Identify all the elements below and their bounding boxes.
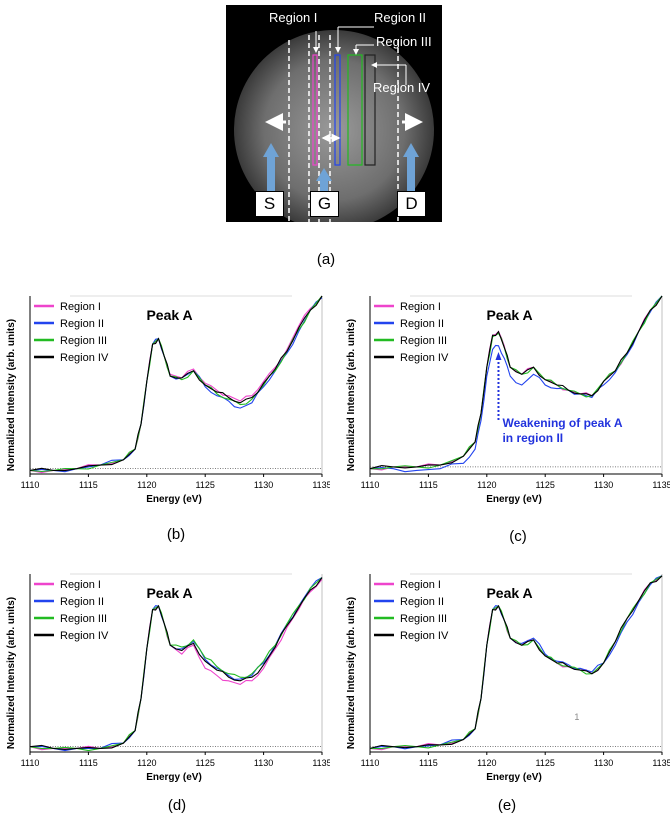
caption-c: (c) [509,528,527,545]
region-i-box [312,54,318,166]
microscopy-image-graphic [234,26,434,222]
caption-d: (d) [167,797,187,814]
x-tick-label: 1120 [137,758,156,768]
x-tick-label: 1130 [254,758,273,768]
spectrum-chart-e: 1110 1115 1120 1125 1130 1135 Energy (eV) Norma… [346,573,670,783]
blue-arrow-s-head [263,143,279,157]
x-tick-label: 1120 [477,758,496,768]
y-axis-label: Normalized Intensity (arb. units) [346,597,357,749]
x-tick-label: 1115 [79,480,98,490]
drain-label: D [397,191,426,217]
legend-label-1: Region I [60,301,101,313]
legend-label-4: Region IV [60,630,109,642]
caption-b: (b) [166,526,186,543]
peak-a-label: Peak A [486,585,532,601]
blue-arrow-g-head [316,168,332,181]
spectrum-chart-c: 1110 1115 1120 1125 1130 1135 Energy (eV) Norma… [346,295,670,505]
chart-panel-b: 1110 1115 1120 1125 1130 1135 Energy (eV) Norma… [0,282,332,514]
x-tick-label: 1120 [477,480,496,490]
x-tick-label: 1110 [21,480,40,490]
legend-label-3: Region III [60,335,107,347]
stray-text: 1 [574,712,579,722]
spectrum-chart-d: 1110 1115 1120 1125 1130 1135 Energy (eV) Norma… [6,573,332,783]
legend-label-1: Region I [60,579,101,591]
region-iv-box [364,54,376,166]
x-tick-label: 1120 [137,480,156,490]
series-line-2 [369,295,663,473]
region-iv-label: Region IV [373,80,431,95]
series-line-4 [369,295,663,470]
x-tick-label: 1115 [79,758,98,768]
blue-arrow-d-head [403,143,419,157]
series-line-4 [29,295,323,472]
x-axis-label: Energy (eV) [486,772,542,783]
blue-arrow-d [407,155,415,191]
x-tick-label: 1115 [419,480,438,490]
y-axis-label: Normalized Intensity (arb. units) [346,319,357,471]
x-tick-label: 1135 [312,758,330,768]
x-tick-label: 1115 [419,758,438,768]
chart-panel-e: 1110 1115 1120 1125 1130 1135 Energy (eV) Norma… [340,560,670,792]
weakening-label-line1: Weakening of peak A [502,416,622,430]
region-iii-label: Region III [376,34,432,49]
legend-label-4: Region IV [60,352,109,364]
legend-label-2: Region II [400,596,444,608]
x-tick-label: 1125 [536,758,555,768]
x-tick-label: 1125 [196,480,215,490]
x-tick-label: 1130 [254,480,273,490]
x-axis-label: Energy (eV) [146,772,202,783]
legend-label-2: Region II [60,318,104,330]
caption-e: (e) [497,797,517,814]
blue-arrow-g [320,179,328,193]
legend-label-2: Region II [400,318,444,330]
y-axis-label: Normalized Intensity (arb. units) [6,319,17,471]
x-tick-label: 1135 [312,480,330,490]
peak-a-label: Peak A [486,307,532,323]
sample-disk [234,30,434,222]
x-tick-label: 1135 [652,480,670,490]
weakening-arrow-head [495,352,502,360]
legend-label-3: Region III [400,613,447,625]
y-axis-label: Normalized Intensity (arb. units) [6,597,17,749]
x-tick-label: 1125 [536,480,555,490]
blue-arrow-s [267,155,275,191]
legend-label-3: Region III [60,613,107,625]
x-tick-label: 1125 [196,758,215,768]
region-ii-box [334,54,341,166]
x-tick-label: 1130 [594,758,613,768]
legend-label-2: Region II [60,596,104,608]
peak-a-label: Peak A [146,585,192,601]
legend-label-4: Region IV [400,630,449,642]
x-tick-label: 1130 [594,480,613,490]
caption-a: (a) [316,251,336,268]
x-axis-label: Energy (eV) [146,494,202,505]
series-line-4 [29,577,323,751]
legend-label-1: Region I [400,579,441,591]
legend-label-4: Region IV [400,352,449,364]
microscopy-image: Region I Region II Region III Region IV … [226,5,442,222]
region-i-label: Region I [269,10,318,25]
x-tick-label: 1110 [361,758,380,768]
x-tick-label: 1110 [361,480,380,490]
chart-panel-d: 1110 1115 1120 1125 1130 1135 Energy (eV) Norma… [0,560,332,792]
legend-label-3: Region III [400,335,447,347]
region-iii-box [347,54,363,166]
peak-a-label: Peak A [146,307,192,323]
spectrum-chart-b: 1110 1115 1120 1125 1130 1135 Energy (eV) Norma… [6,295,332,505]
region-ii-label: Region II [374,10,427,25]
x-tick-label: 1110 [21,758,40,768]
weakening-label-line2: in region II [502,431,563,445]
series-line-4 [369,575,663,749]
source-label: S [255,191,284,217]
x-axis-label: Energy (eV) [486,494,542,505]
x-tick-label: 1135 [652,758,670,768]
chart-panel-c: 1110 1115 1120 1125 1130 1135 Energy (eV) Norma… [340,282,670,514]
legend-label-1: Region I [400,301,441,313]
gate-label: G [310,191,339,217]
